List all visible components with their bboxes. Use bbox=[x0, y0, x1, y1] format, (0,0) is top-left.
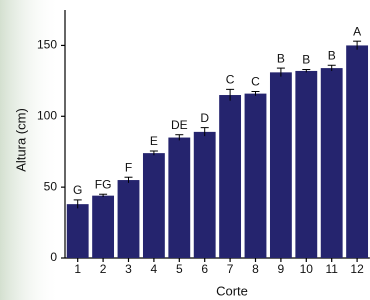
group-letter: FG bbox=[95, 177, 112, 191]
bar bbox=[92, 196, 114, 258]
group-letter: B bbox=[277, 51, 285, 65]
y-axis-label: Altura (cm) bbox=[13, 108, 28, 172]
x-tick-label: 1 bbox=[74, 262, 81, 276]
y-tick-label: 100 bbox=[37, 108, 57, 122]
group-letter: DE bbox=[171, 118, 188, 132]
x-tick-label: 9 bbox=[278, 262, 285, 276]
group-letter: C bbox=[226, 73, 235, 87]
y-tick-label: 0 bbox=[50, 250, 57, 264]
bar bbox=[245, 94, 267, 258]
group-letter: B bbox=[302, 53, 310, 67]
group-letter: B bbox=[328, 48, 336, 62]
bar bbox=[321, 68, 343, 258]
group-letter: A bbox=[353, 24, 361, 38]
bar bbox=[67, 204, 89, 258]
x-tick-label: 10 bbox=[300, 262, 314, 276]
chart: Corte Altura (cm) 0 50 100 150 1 G 2 FG 3 F 4 E 5 DE 6… bbox=[0, 0, 370, 300]
x-tick-label: 3 bbox=[125, 262, 132, 276]
x-tick-label: 7 bbox=[227, 262, 234, 276]
y-tick-label: 150 bbox=[37, 38, 57, 52]
x-tick-label: 8 bbox=[252, 262, 259, 276]
bar bbox=[118, 180, 140, 258]
bar bbox=[219, 95, 241, 258]
y-tick-label: 50 bbox=[44, 179, 58, 193]
bar bbox=[194, 132, 216, 258]
x-tick-label: 12 bbox=[350, 262, 364, 276]
x-axis-label: Corte bbox=[216, 283, 248, 298]
bar bbox=[143, 153, 165, 258]
bar bbox=[270, 72, 292, 258]
bar bbox=[346, 45, 368, 258]
x-tick-label: 6 bbox=[201, 262, 208, 276]
group-letter: D bbox=[200, 111, 209, 125]
x-tick-label: 11 bbox=[325, 262, 338, 276]
group-letter: C bbox=[251, 75, 260, 89]
x-tick-label: 2 bbox=[100, 262, 107, 276]
group-letter: E bbox=[150, 134, 158, 148]
group-letter: G bbox=[73, 183, 82, 197]
bar bbox=[295, 71, 317, 258]
bar bbox=[168, 138, 190, 258]
x-tick-label: 4 bbox=[151, 262, 158, 276]
group-letter: F bbox=[125, 160, 132, 174]
x-tick-label: 5 bbox=[176, 262, 183, 276]
